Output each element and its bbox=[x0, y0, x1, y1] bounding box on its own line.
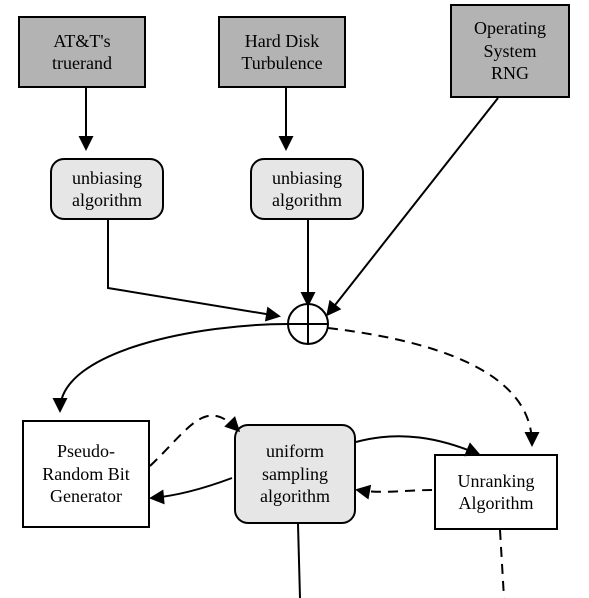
label: UnrankingAlgorithm bbox=[458, 470, 535, 515]
edge-unranking-out bbox=[500, 530, 504, 598]
edge-unbias-left-to-xor bbox=[108, 220, 278, 316]
label: OperatingSystemRNG bbox=[474, 17, 546, 85]
edge-xor-to-prbg bbox=[60, 324, 288, 410]
node-src-osrng: OperatingSystemRNG bbox=[450, 4, 570, 98]
edge-uniform-to-prbg bbox=[152, 478, 232, 498]
label: unbiasingalgorithm bbox=[272, 167, 342, 212]
node-unbias-right: unbiasingalgorithm bbox=[250, 158, 364, 220]
node-src-harddisk: Hard DiskTurbulence bbox=[218, 16, 346, 88]
node-src-truerand: AT&T'struerand bbox=[18, 16, 146, 88]
label: uniformsamplingalgorithm bbox=[260, 440, 330, 508]
edge-prbg-to-uniform bbox=[150, 416, 238, 466]
label: Pseudo-Random BitGenerator bbox=[42, 440, 130, 508]
label: unbiasingalgorithm bbox=[72, 167, 142, 212]
edge-uniform-to-unranking bbox=[356, 436, 478, 454]
node-prbg: Pseudo-Random BitGenerator bbox=[22, 420, 150, 528]
edge-uniform-out bbox=[298, 524, 300, 598]
edge-unranking-to-uniform bbox=[358, 490, 432, 492]
node-unranking: UnrankingAlgorithm bbox=[434, 454, 558, 530]
edge-xor-to-unranking bbox=[328, 328, 532, 444]
node-uniform: uniformsamplingalgorithm bbox=[234, 424, 356, 524]
label: Hard DiskTurbulence bbox=[241, 30, 322, 75]
node-xor bbox=[288, 304, 328, 344]
node-unbias-left: unbiasingalgorithm bbox=[50, 158, 164, 220]
label: AT&T'struerand bbox=[52, 30, 112, 75]
